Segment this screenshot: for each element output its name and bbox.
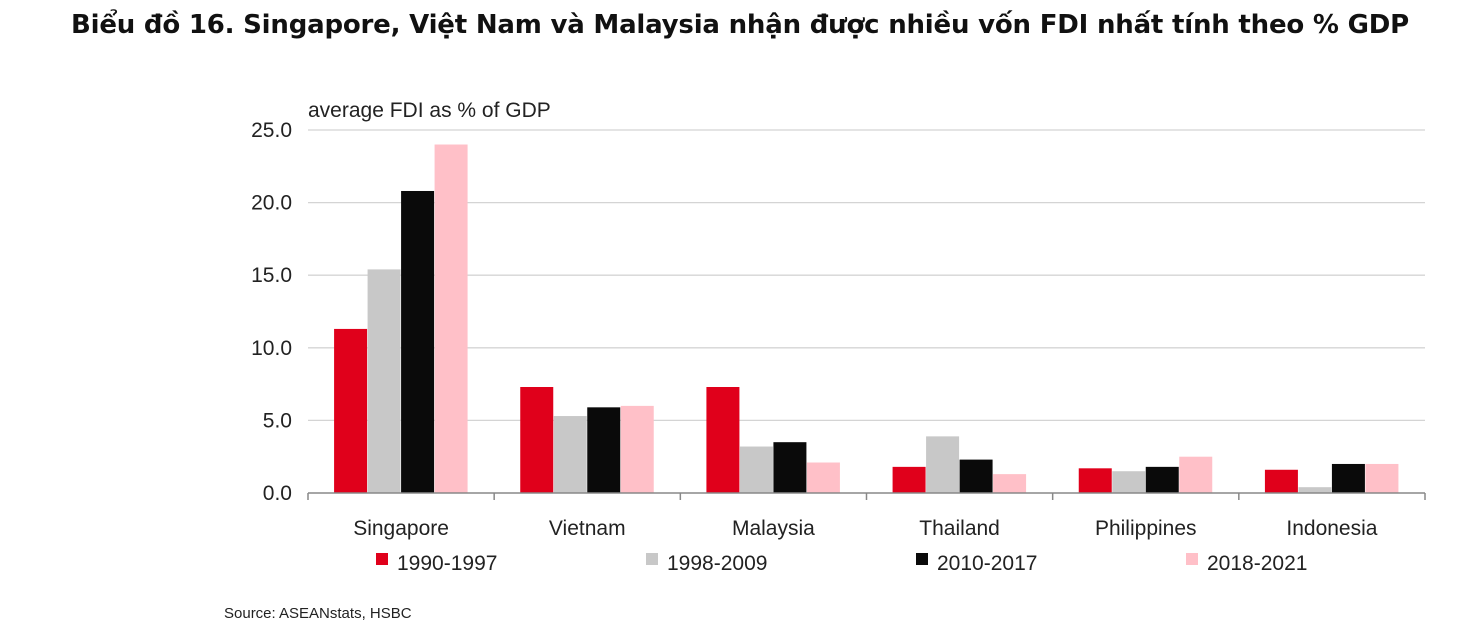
bar-thailand-2018-2021	[993, 474, 1027, 493]
legend-swatch	[646, 553, 658, 565]
bar-vietnam-2010-2017	[587, 407, 621, 493]
x-category-label: Indonesia	[1286, 517, 1377, 540]
bar-indonesia-2018-2021	[1365, 463, 1399, 493]
legend-label: 1990-1997	[397, 552, 497, 575]
x-category-label: Malaysia	[732, 517, 815, 540]
legend: 1990-1997 1998-2009 2010-2017 2018-2021	[376, 552, 1307, 575]
bar-philippines-2018-2021	[1179, 456, 1213, 493]
bar-malaysia-1990-1997	[706, 387, 740, 493]
bar-vietnam-1998-2009	[553, 416, 587, 493]
legend-swatch	[1186, 553, 1198, 565]
source-note: Source: ASEANstats, HSBC	[224, 605, 412, 622]
y-tick-label: 25.0	[251, 119, 292, 142]
bar-indonesia-1990-1997	[1264, 469, 1298, 493]
x-category-label: Philippines	[1095, 517, 1197, 540]
legend-swatch	[376, 553, 388, 565]
gridlines	[308, 129, 1425, 422]
bar-indonesia-1998-2009	[1298, 487, 1332, 493]
bar-singapore-1990-1997	[334, 328, 368, 493]
chart-title: Biểu đồ 16. Singapore, Việt Nam và Malay…	[71, 10, 1409, 40]
bar-malaysia-2018-2021	[806, 462, 840, 493]
x-category-label: Thailand	[919, 517, 1000, 540]
bar-thailand-1998-2009	[926, 436, 960, 493]
y-tick-label: 10.0	[251, 337, 292, 360]
legend-label: 1998-2009	[667, 552, 767, 575]
bar-singapore-2018-2021	[434, 144, 468, 493]
y-tick-label: 20.0	[251, 192, 292, 215]
y-axis-ticks: 0.0 5.0 10.0 15.0 20.0 25.0	[251, 119, 292, 505]
x-category-label: Vietnam	[549, 517, 626, 540]
y-axis-label: average FDI as % of GDP	[308, 99, 551, 122]
bar-thailand-1990-1997	[892, 466, 926, 493]
bar-thailand-2010-2017	[959, 459, 993, 493]
bar-indonesia-2010-2017	[1331, 463, 1365, 493]
bar-malaysia-2010-2017	[773, 442, 807, 493]
x-axis	[307, 492, 1426, 500]
legend-label: 2018-2021	[1207, 552, 1307, 575]
bar-philippines-1998-2009	[1112, 471, 1146, 493]
bar-singapore-1998-2009	[367, 269, 401, 493]
legend-swatch	[916, 553, 928, 565]
bar-singapore-2010-2017	[401, 190, 435, 493]
bar-vietnam-1990-1997	[520, 387, 554, 493]
bar-philippines-1990-1997	[1078, 468, 1112, 493]
y-tick-label: 0.0	[263, 482, 292, 505]
bar-philippines-2010-2017	[1145, 466, 1179, 493]
x-axis-categories: Singapore Vietnam Malaysia Thailand Philippi…	[353, 517, 1378, 540]
x-category-label: Singapore	[353, 517, 449, 540]
y-tick-label: 15.0	[251, 264, 292, 287]
bar-malaysia-1998-2009	[739, 446, 773, 493]
bars	[334, 144, 1399, 493]
y-tick-label: 5.0	[263, 409, 292, 432]
bar-vietnam-2018-2021	[620, 405, 654, 493]
legend-label: 2010-2017	[937, 552, 1037, 575]
